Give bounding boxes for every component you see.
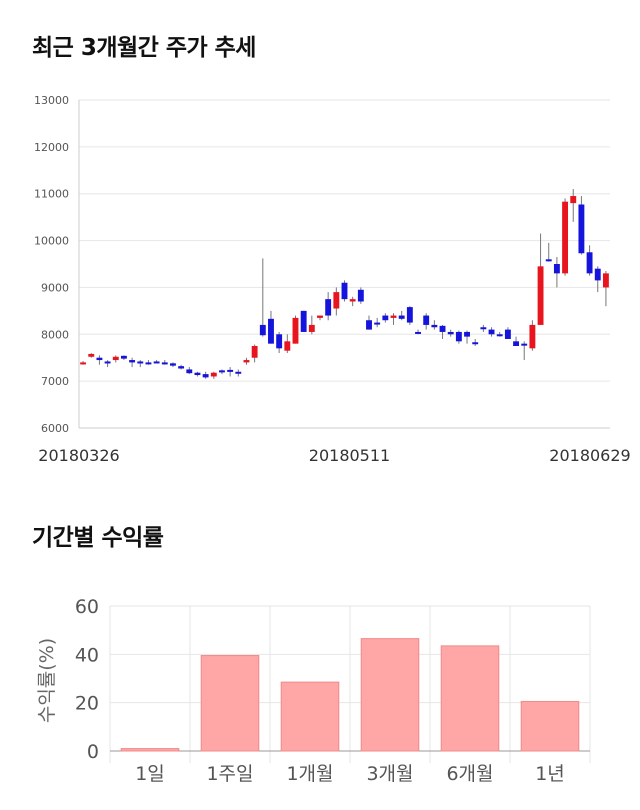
candle-body	[227, 369, 234, 372]
candle-body	[235, 371, 242, 374]
candle-body	[202, 374, 209, 378]
return-bar	[440, 645, 500, 752]
candle-body	[374, 322, 381, 325]
candle-body	[284, 341, 291, 351]
candle-body	[439, 325, 446, 332]
candle-body	[545, 259, 552, 262]
candle-body	[129, 360, 136, 363]
candle-body	[357, 289, 364, 302]
candle-body	[521, 343, 528, 346]
y-tick-label: 13000	[34, 94, 69, 107]
y-tick-label: 7000	[41, 375, 69, 388]
candle-body	[382, 315, 389, 321]
y-tick-label: 11000	[34, 188, 69, 201]
candle-body	[325, 299, 332, 316]
candle-body	[390, 315, 397, 318]
candle-body	[578, 204, 585, 254]
y-tick-label: 10000	[34, 235, 69, 248]
return-bar	[120, 748, 180, 752]
candle-body	[455, 331, 462, 342]
x-category-label: 1일	[135, 763, 165, 785]
candle-body	[317, 315, 323, 318]
candle-body	[219, 370, 225, 373]
return-bar	[200, 655, 260, 752]
price-trend-title: 최근 3개월간 주가 추세	[32, 35, 256, 61]
candle-body	[447, 331, 454, 335]
candle-body	[308, 324, 315, 332]
candle-body	[553, 264, 560, 274]
candle-body	[251, 346, 258, 358]
candle-body	[268, 318, 274, 344]
x-category-label: 1주일	[206, 763, 253, 785]
y-tick-label: 8000	[41, 328, 69, 341]
candle-body	[480, 327, 487, 330]
candle-body	[96, 357, 103, 361]
candle-body	[178, 366, 185, 369]
candle-body	[112, 356, 119, 361]
y-tick-label: 60	[75, 596, 99, 618]
candle-body	[415, 331, 421, 334]
candle-body	[194, 372, 201, 376]
return-bar	[520, 700, 580, 752]
x-category-label: 3개월	[366, 763, 413, 785]
candle-body	[504, 329, 511, 339]
x-category-label: 1년	[535, 763, 565, 785]
candle-body	[406, 307, 413, 323]
price-candlestick-chart: 6000 7000 8000 9000 10000 11000 12000 13000 2018…	[34, 94, 631, 465]
return-bar	[280, 681, 340, 752]
candle-body	[88, 353, 95, 357]
x-date-label: 20180629	[549, 446, 630, 465]
x-date-label: 20180511	[309, 446, 390, 465]
y-tick-label: 12000	[34, 141, 69, 154]
candle-body	[529, 324, 536, 349]
y-tick-label: 9000	[41, 281, 69, 294]
candle-body	[300, 310, 307, 332]
candle-body	[153, 361, 160, 364]
candle-body	[464, 331, 470, 337]
y-tick-label: 20	[75, 693, 99, 715]
candle-body	[161, 362, 168, 365]
candle-body	[186, 369, 193, 374]
candle-body	[80, 362, 87, 365]
candle-body	[210, 372, 217, 377]
x-category-label: 6개월	[446, 763, 493, 785]
candle-body	[349, 299, 356, 302]
returns-title: 기간별 수익률	[32, 525, 164, 551]
candle-body	[488, 329, 495, 335]
candle-body	[170, 363, 176, 366]
candle-body	[562, 201, 569, 274]
candle-body	[341, 282, 348, 300]
candle-body	[398, 315, 405, 319]
candle-body	[513, 341, 519, 346]
candle-body	[292, 317, 299, 344]
candle-body	[586, 252, 593, 274]
y-tick-label: 40	[75, 644, 99, 666]
candle-body	[537, 266, 544, 325]
y-tick-label: 6000	[41, 422, 69, 435]
y-axis-label: 수익률(%)	[36, 638, 58, 723]
candle-body	[137, 361, 144, 364]
candle-body	[120, 355, 127, 359]
candle-body	[431, 324, 438, 328]
candle-body	[496, 334, 503, 337]
candle-body	[472, 342, 479, 345]
candle-body	[243, 360, 250, 363]
candle-body	[333, 292, 340, 309]
y-tick-label: 0	[87, 741, 99, 763]
candle-body	[276, 334, 283, 349]
x-date-label: 20180326	[38, 446, 119, 465]
candle-body	[602, 273, 609, 288]
x-category-label: 1개월	[286, 763, 333, 785]
candle-body	[259, 324, 266, 336]
candle-body	[145, 362, 152, 365]
candle-body	[570, 196, 577, 204]
candle-body	[104, 361, 111, 364]
return-bar	[360, 638, 420, 752]
candle-body	[594, 268, 601, 281]
candle-body	[423, 315, 430, 325]
candle-body	[366, 320, 372, 330]
